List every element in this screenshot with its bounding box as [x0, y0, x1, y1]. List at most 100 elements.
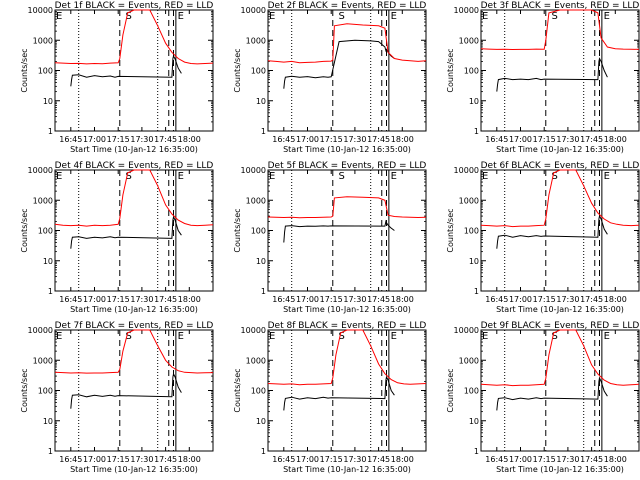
x-tick-label: 18:00	[604, 455, 627, 464]
x-tick-label: 17:45	[580, 135, 603, 144]
y-axis-label: Counts/sec	[20, 368, 29, 412]
x-tick-label: 17:15	[533, 295, 556, 304]
series-lld-line	[267, 23, 427, 64]
x-tick-label: 17:15	[320, 455, 343, 464]
series-lld-line	[54, 9, 214, 65]
x-axis-label: Start Time (10-Jan-12 16:35:00)	[70, 465, 198, 474]
x-tick-label: 18:00	[391, 295, 414, 304]
y-tick-label: 10	[43, 417, 53, 426]
x-tick-label: 16:45	[272, 295, 295, 304]
series-lld-line	[54, 329, 214, 374]
marker-label: E	[269, 11, 275, 22]
y-tick-label: 1	[474, 447, 479, 456]
series-events-line	[283, 375, 395, 411]
panel-title: Det 2f BLACK = Events, RED = LLD	[268, 1, 427, 11]
x-tick-label: 17:30	[130, 455, 153, 464]
panel-title: Det 5f BLACK = Events, RED = LLD	[268, 161, 427, 171]
y-tick-label: 100	[38, 227, 53, 236]
y-tick-label: 100	[464, 67, 479, 76]
y-tick-label: 100	[38, 67, 53, 76]
marker-label: E	[391, 331, 397, 342]
y-tick-label: 10000	[28, 166, 53, 175]
x-tick-label: 17:30	[343, 455, 366, 464]
x-axis-label: Start Time (10-Jan-12 16:35:00)	[283, 305, 411, 314]
marker-label: S	[126, 171, 132, 182]
panel-title: Det 9f BLACK = Events, RED = LLD	[481, 321, 640, 331]
marker-label: E	[178, 11, 184, 22]
x-axis-label: Start Time (10-Jan-12 16:35:00)	[70, 145, 198, 154]
x-tick-label: 18:00	[604, 135, 627, 144]
y-tick-label: 100	[251, 227, 266, 236]
y-tick-label: 10	[256, 257, 266, 266]
y-tick-label: 10000	[28, 326, 53, 335]
series-lld-line	[480, 9, 640, 51]
y-tick-label: 10	[256, 417, 266, 426]
marker-label: S	[339, 171, 345, 182]
panel-4: Det 4f BLACK = Events, RED = LLD 1 10 100 10…	[20, 161, 214, 314]
panel-9: Det 9f BLACK = Events, RED = LLD 1 10 100 10…	[446, 321, 640, 474]
series-events-line	[496, 376, 608, 411]
y-tick-label: 1000	[459, 196, 479, 205]
marker-label: E	[604, 171, 610, 182]
x-tick-label: 17:15	[320, 135, 343, 144]
series-events-line	[70, 215, 182, 249]
y-tick-label: 100	[38, 387, 53, 396]
x-tick-label: 16:45	[272, 455, 295, 464]
marker-label: E	[178, 331, 184, 342]
y-tick-label: 1000	[246, 356, 266, 365]
marker-label: E	[269, 331, 275, 342]
x-tick-label: 17:15	[107, 455, 130, 464]
marker-label: E	[482, 171, 488, 182]
marker-label: E	[604, 331, 610, 342]
marker-label: S	[126, 11, 132, 22]
panel-title: Det 1f BLACK = Events, RED = LLD	[55, 1, 214, 11]
x-tick-label: 17:00	[83, 455, 106, 464]
x-tick-label: 17:15	[320, 295, 343, 304]
series-lld-line	[267, 196, 427, 219]
marker-label: S	[339, 11, 345, 22]
x-tick-label: 17:30	[343, 135, 366, 144]
y-tick-label: 100	[464, 227, 479, 236]
series-lld-line	[54, 169, 214, 227]
y-axis-label: Counts/sec	[446, 368, 455, 412]
x-tick-label: 17:00	[83, 295, 106, 304]
y-axis-label: Counts/sec	[20, 48, 29, 92]
x-tick-label: 17:00	[509, 135, 532, 144]
panel-title: Det 7f BLACK = Events, RED = LLD	[55, 321, 214, 331]
panel-title: Det 4f BLACK = Events, RED = LLD	[55, 161, 214, 171]
x-axis-label: Start Time (10-Jan-12 16:35:00)	[496, 145, 624, 154]
x-tick-label: 17:45	[580, 455, 603, 464]
x-axis-label: Start Time (10-Jan-12 16:35:00)	[70, 305, 198, 314]
panel-5: Det 5f BLACK = Events, RED = LLD 1 10 100 10…	[233, 161, 427, 314]
panel-7: Det 7f BLACK = Events, RED = LLD 1 10 100 10…	[20, 321, 214, 474]
panel-8: Det 8f BLACK = Events, RED = LLD 1 10 100 10…	[233, 321, 427, 474]
x-tick-label: 17:00	[509, 295, 532, 304]
y-axis-label: Counts/sec	[233, 208, 242, 252]
panel-2: Det 2f BLACK = Events, RED = LLD 1 10 100 10…	[233, 1, 427, 154]
marker-label: E	[178, 171, 184, 182]
x-tick-label: 17:30	[556, 455, 579, 464]
x-tick-label: 18:00	[178, 455, 201, 464]
x-tick-label: 17:45	[367, 135, 390, 144]
x-tick-label: 16:45	[59, 295, 82, 304]
y-axis-label: Counts/sec	[20, 208, 29, 252]
x-axis-label: Start Time (10-Jan-12 16:35:00)	[496, 305, 624, 314]
y-tick-label: 100	[251, 387, 266, 396]
x-tick-label: 17:15	[533, 135, 556, 144]
x-tick-label: 17:30	[556, 135, 579, 144]
y-tick-label: 10000	[241, 166, 266, 175]
x-tick-label: 17:30	[130, 295, 153, 304]
y-tick-label: 100	[464, 387, 479, 396]
series-lld-line	[267, 329, 427, 386]
x-axis-label: Start Time (10-Jan-12 16:35:00)	[283, 465, 411, 474]
marker-label: S	[552, 171, 558, 182]
series-events-line	[283, 39, 395, 89]
x-tick-label: 17:30	[130, 135, 153, 144]
y-tick-label: 1000	[459, 356, 479, 365]
x-tick-label: 17:15	[533, 455, 556, 464]
y-tick-label: 1	[48, 127, 53, 136]
x-tick-label: 16:45	[485, 295, 508, 304]
marker-label: E	[56, 171, 62, 182]
series-events-line	[70, 54, 182, 87]
